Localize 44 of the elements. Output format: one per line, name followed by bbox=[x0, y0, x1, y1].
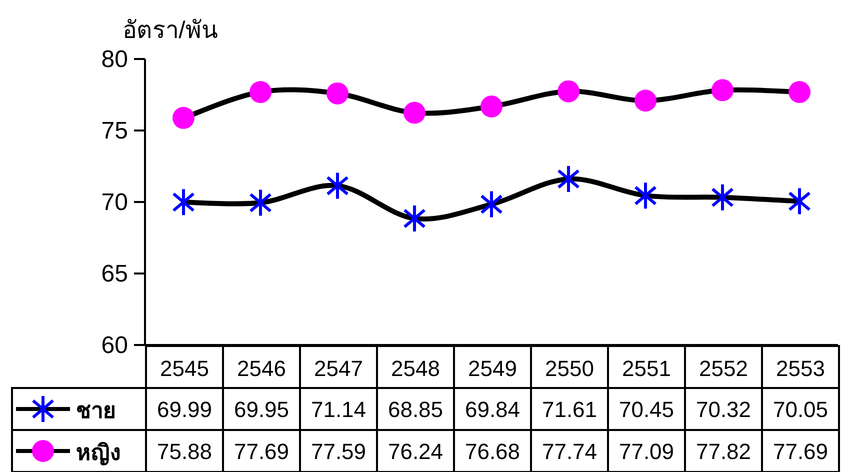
data-label: 76.68 bbox=[464, 439, 520, 464]
point bbox=[788, 81, 810, 104]
data-label: 69.99 bbox=[156, 397, 212, 422]
x-tick-label: 2547 bbox=[314, 356, 363, 381]
data-label: 69.95 bbox=[234, 397, 290, 422]
data-label: 77.59 bbox=[310, 439, 366, 464]
x-tick-label: 2546 bbox=[237, 356, 286, 381]
legend-label: ชาย bbox=[76, 398, 116, 423]
point bbox=[404, 102, 426, 124]
point bbox=[326, 82, 348, 104]
data-label: 70.05 bbox=[772, 397, 828, 422]
x-tick-label: 2548 bbox=[391, 356, 440, 381]
data-label: 71.61 bbox=[542, 397, 598, 422]
x-tick-label: 2549 bbox=[468, 356, 517, 381]
data-label: 70.45 bbox=[618, 397, 674, 422]
point bbox=[172, 106, 194, 129]
y-tick-label: 70 bbox=[101, 189, 128, 216]
data-label: 76.24 bbox=[388, 439, 444, 464]
data-label: 68.85 bbox=[388, 397, 444, 422]
x-tick-label: 2551 bbox=[622, 356, 671, 381]
y-tick-label: 65 bbox=[101, 260, 128, 288]
point bbox=[712, 79, 734, 102]
point bbox=[480, 95, 502, 118]
point bbox=[558, 80, 580, 102]
data-label: 77.69 bbox=[234, 439, 290, 464]
point bbox=[634, 90, 656, 112]
y-tick-label: 60 bbox=[101, 332, 128, 359]
data-label: 75.88 bbox=[156, 439, 212, 464]
x-tick-label: 2545 bbox=[160, 356, 209, 381]
x-tick-label: 2552 bbox=[699, 356, 748, 381]
data-label: 77.09 bbox=[618, 439, 674, 464]
y-axis-title: อัตรา/พัน bbox=[122, 17, 218, 44]
data-label: 71.14 bbox=[310, 397, 366, 422]
data-label: 69.84 bbox=[464, 397, 520, 422]
y-tick-label: 75 bbox=[101, 118, 128, 144]
x-tick-label: 2550 bbox=[545, 356, 594, 381]
data-label: 70.32 bbox=[696, 397, 752, 422]
data-label: 77.74 bbox=[542, 439, 598, 464]
y-tick-label: 80 bbox=[101, 46, 128, 73]
data-label: 77.82 bbox=[696, 439, 752, 464]
legend-label: หญิง bbox=[76, 440, 121, 466]
data-label: 77.69 bbox=[772, 439, 828, 464]
point bbox=[250, 81, 272, 104]
x-tick-label: 2553 bbox=[776, 356, 825, 381]
